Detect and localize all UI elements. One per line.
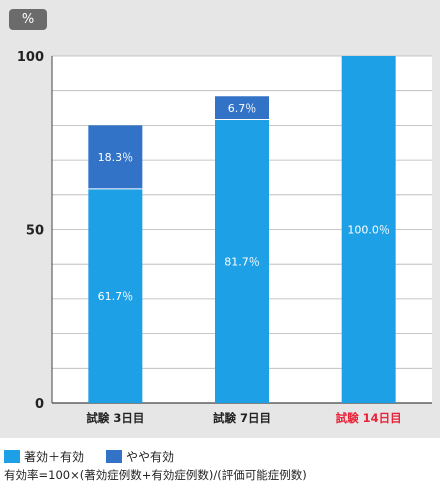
- bar-segment: [88, 125, 143, 189]
- legend-swatch-series-2: [106, 449, 123, 463]
- data-label: 81.7％: [224, 255, 260, 268]
- data-label: 61.7％: [98, 290, 134, 303]
- footnote: 有効率=100×(著効症例数+有効症例数)/(評価可能症例数): [4, 468, 307, 482]
- unit-badge: %: [9, 9, 47, 30]
- legend-item-series-2: やや有効: [106, 448, 174, 465]
- x-category-label: 試験 7日目: [213, 411, 271, 425]
- y-tick-label: 0: [35, 397, 44, 412]
- data-label: 18.3％: [98, 151, 134, 164]
- bar-segment: [88, 188, 143, 403]
- y-tick-label: 100: [17, 50, 44, 65]
- bar-segment: [215, 96, 269, 120]
- legend: 著効＋有効 やや有効: [4, 447, 196, 465]
- bar-segment: [215, 119, 269, 403]
- bar-segment: [341, 56, 396, 403]
- legend-label-series-1: 著効＋有効: [24, 449, 85, 464]
- x-category-label: 試験 3日目: [86, 411, 144, 425]
- data-label: 100.0％: [347, 224, 390, 237]
- legend-item-series-1: 著効＋有効: [4, 448, 84, 465]
- stacked-bar-chart: 0 50 100 61.7％ 18.3％ 試験 3日目 81.7％ 6.7％ 試験 7日目 100…: [17, 50, 432, 425]
- legend-label-series-2: やや有効: [126, 449, 175, 464]
- y-tick-label: 50: [26, 224, 44, 239]
- legend-swatch-series-1: [4, 449, 20, 463]
- x-category-label: 試験 14日目: [336, 411, 402, 425]
- data-label: 6.7％: [228, 102, 257, 115]
